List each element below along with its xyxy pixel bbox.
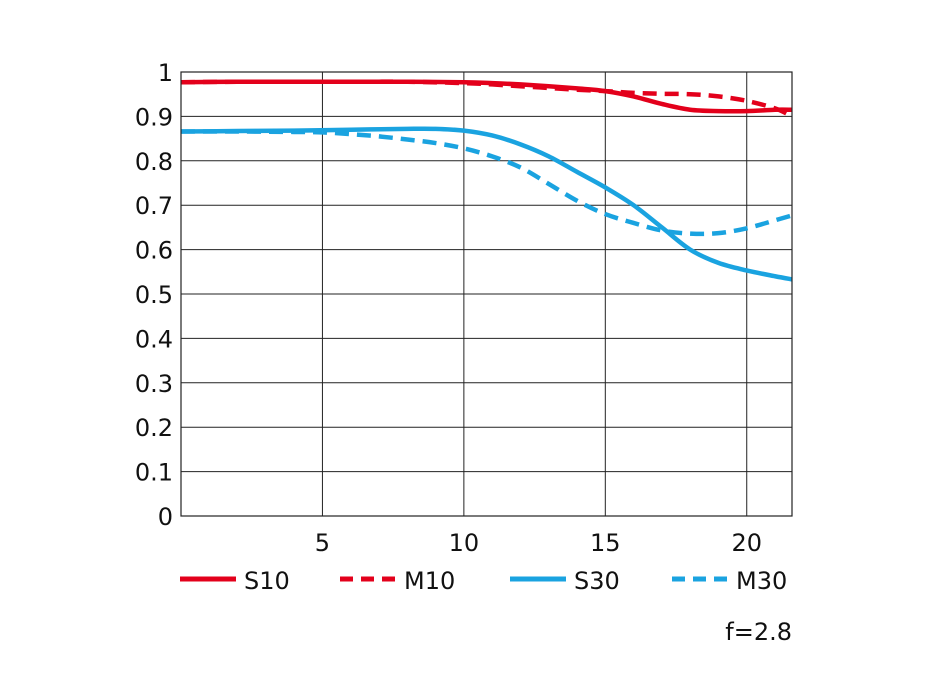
y-tick-label: 1 xyxy=(158,59,173,87)
legend-label: S30 xyxy=(574,567,620,595)
legend-item-m30: M30 xyxy=(672,567,787,595)
plot-frame xyxy=(180,71,793,517)
series-line-m30 xyxy=(180,129,793,237)
x-tick-label: 10 xyxy=(449,529,480,557)
y-axis: 0 0.1 0.2 0.3 0.4 0.5 0.6 0.7 0.8 0.9 1 xyxy=(135,59,173,531)
series-line-m10 xyxy=(180,79,794,119)
x-tick-label: 15 xyxy=(590,529,621,557)
y-tick-label: 0.8 xyxy=(135,148,173,176)
x-tick-label: 20 xyxy=(731,529,762,557)
legend-label: M10 xyxy=(404,567,455,595)
x-tick-label: 5 xyxy=(315,529,330,557)
y-tick-label: 0.3 xyxy=(135,370,173,398)
series-line-s30 xyxy=(180,126,793,282)
legend-item-m10: M10 xyxy=(340,567,455,595)
legend-item-s10: S10 xyxy=(180,567,290,595)
aperture-note: f=2.8 xyxy=(725,618,792,646)
y-tick-label: 0.6 xyxy=(135,237,173,265)
grid xyxy=(181,71,792,517)
y-tick-label: 0.9 xyxy=(135,103,173,131)
legend: S10 M10 S30 M30 xyxy=(180,567,787,595)
legend-label: M30 xyxy=(736,567,787,595)
y-tick-label: 0 xyxy=(158,503,173,531)
y-tick-label: 0.5 xyxy=(135,281,173,309)
x-axis: 5 10 15 20 xyxy=(315,529,762,557)
y-tick-label: 0.2 xyxy=(135,414,173,442)
series-layer xyxy=(180,79,794,282)
legend-item-s30: S30 xyxy=(510,567,620,595)
y-tick-label: 0.1 xyxy=(135,459,173,487)
y-tick-label: 0.7 xyxy=(135,192,173,220)
y-tick-label: 0.4 xyxy=(135,325,173,353)
legend-label: S10 xyxy=(244,567,290,595)
